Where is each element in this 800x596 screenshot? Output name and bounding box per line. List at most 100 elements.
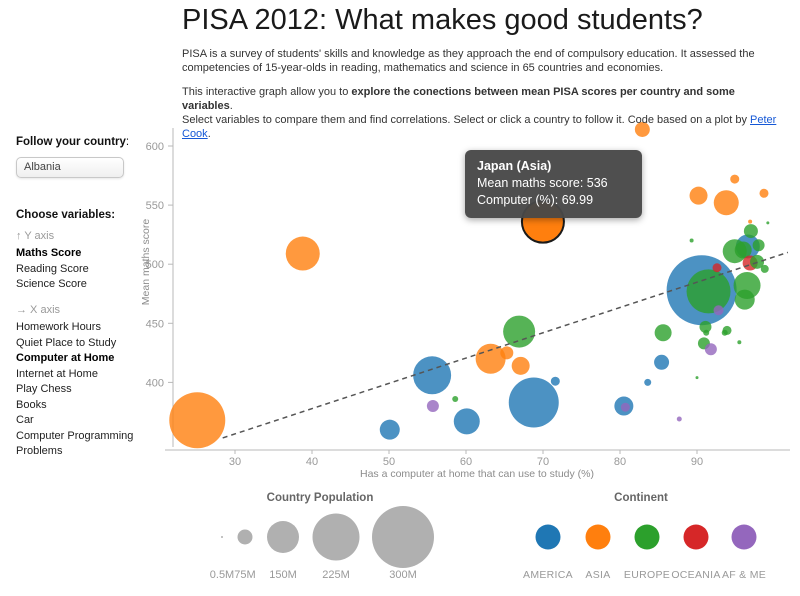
bubble-asia[interactable]: [759, 188, 769, 198]
y-axis-options: Maths Score Reading Score Science Score: [16, 247, 136, 290]
bubble-oceania[interactable]: [712, 263, 722, 273]
bubble-asia[interactable]: [689, 186, 708, 205]
bubble-europe[interactable]: [689, 238, 694, 243]
population-legend-title: Country Population: [267, 492, 374, 504]
bubble-europe[interactable]: [766, 221, 770, 225]
bubble-europe[interactable]: [503, 315, 536, 348]
bubble-asia[interactable]: [169, 392, 226, 449]
bubble-europe[interactable]: [734, 289, 755, 310]
bubble-europe[interactable]: [703, 329, 710, 336]
follow-country-label: Follow your country:: [16, 136, 130, 148]
y-tick-label: 500: [146, 259, 164, 271]
bubble-asia[interactable]: [285, 236, 320, 271]
variable-option-homework-hours[interactable]: Homework Hours: [16, 321, 101, 333]
population-legend-label: 0.5M: [210, 569, 234, 581]
y-axis-title: Mean maths score: [140, 219, 152, 306]
bubble-afme[interactable]: [713, 305, 724, 316]
country-select-value: Albania: [24, 161, 61, 173]
variable-option-computer-programming[interactable]: Computer Programming: [16, 429, 134, 442]
variable-option-quiet-place-to-study[interactable]: Quiet Place to Study: [16, 336, 117, 349]
description-bold-text: explore the conections between mean PISA…: [182, 86, 735, 112]
peter-cook-link[interactable]: Peter Cook: [182, 114, 777, 140]
bubble-afme[interactable]: [620, 402, 630, 412]
bubble-europe[interactable]: [743, 224, 758, 239]
bubble-asia[interactable]: [748, 219, 753, 224]
bubble-europe[interactable]: [721, 329, 728, 336]
x-tick-label: 50: [383, 456, 395, 468]
bubble-europe[interactable]: [760, 264, 769, 273]
y-tick-label: 600: [146, 141, 164, 153]
bubble-asia[interactable]: [730, 174, 740, 184]
sidebar: Follow your country: Albania Choose vari…: [16, 136, 136, 461]
variable-option-internet-at-home[interactable]: Internet at Home: [16, 367, 98, 380]
bubble-america[interactable]: [413, 356, 452, 395]
bubble-america[interactable]: [644, 378, 652, 386]
variable-option-science-score[interactable]: Science Score: [16, 278, 87, 290]
bubble-europe[interactable]: [699, 320, 712, 333]
bubble-europe[interactable]: [654, 324, 672, 342]
bubble-america[interactable]: [550, 376, 560, 386]
y-tick-label: 550: [146, 200, 164, 212]
description-paragraph: This interactive graph allow you to expl…: [182, 86, 777, 140]
tooltip-variable-line: Computer (%): 69.99: [477, 193, 594, 207]
variable-option-play-chess[interactable]: Play Chess: [16, 383, 72, 395]
country-select[interactable]: Albania: [16, 157, 124, 178]
x-tick-label: 90: [691, 456, 703, 468]
variable-option-books[interactable]: Books: [16, 398, 47, 411]
x-tick-label: 30: [229, 456, 241, 468]
population-legend-circle-300M: [372, 506, 434, 568]
bubble-europe[interactable]: [695, 376, 699, 380]
bubble-asia[interactable]: [511, 356, 530, 375]
bubble-asia[interactable]: [500, 346, 514, 360]
bubble-europe[interactable]: [686, 269, 731, 314]
continent-legend-circle-oceania[interactable]: [683, 524, 709, 550]
choose-variables-label: Choose variables:: [16, 209, 116, 221]
population-legend-circle-0.5M: [221, 536, 223, 538]
bubble-asia[interactable]: [713, 190, 739, 216]
y-tick-label: 450: [146, 318, 164, 330]
variable-option-maths-score[interactable]: Maths Score: [16, 247, 82, 259]
variable-option-problems[interactable]: Problems: [16, 445, 63, 457]
tooltip-score-line: Mean maths score: 536: [477, 176, 608, 190]
y-axis-section-label: ↑ Y axis: [16, 230, 55, 242]
bubble-america[interactable]: [508, 377, 559, 428]
continent-legend-circle-europe[interactable]: [634, 524, 660, 550]
trend-line: [222, 251, 789, 439]
population-legend-label: 150M: [269, 569, 297, 581]
bubble-asia[interactable]: [634, 121, 650, 137]
bubble-america[interactable]: [654, 354, 670, 370]
intro-paragraph: PISA is a survey of students' skills and…: [182, 48, 755, 74]
tooltip: Japan (Asia) Mean maths score: 536 Compu…: [465, 150, 642, 218]
continent-legend-circle-afme[interactable]: [731, 524, 757, 550]
population-legend-circle-75M: [237, 529, 253, 545]
bubble-asia[interactable]: [475, 343, 506, 374]
bubble-america[interactable]: [453, 408, 480, 435]
variable-option-reading-score[interactable]: Reading Score: [16, 262, 89, 275]
continent-legend-label: OCEANIA: [671, 569, 720, 581]
page-title: PISA 2012: What makes good students?: [182, 4, 703, 36]
continent-legend-circle-america[interactable]: [535, 524, 561, 550]
continent-legend-label: EUROPE: [624, 569, 670, 581]
bubble-europe[interactable]: [752, 239, 765, 252]
x-tick-label: 40: [306, 456, 318, 468]
bubble-europe[interactable]: [737, 340, 742, 345]
population-legend-circle-150M: [267, 521, 299, 553]
bubble-europe[interactable]: [734, 241, 752, 259]
bubble-europe[interactable]: [452, 395, 459, 402]
header: PISA 2012: What makes good students? PIS…: [182, 4, 794, 151]
continent-legend-circle-asia[interactable]: [585, 524, 611, 550]
variable-option-car[interactable]: Car: [16, 414, 34, 426]
continent-legend-label: ASIA: [585, 569, 610, 581]
continent-legend-title: Continent: [614, 492, 668, 504]
x-axis-section-label: → X axis: [16, 304, 61, 316]
bubble-america[interactable]: [379, 419, 400, 440]
bubble-afme[interactable]: [676, 416, 682, 422]
x-axis-options: Homework Hours Quiet Place to Study Comput…: [16, 321, 136, 457]
bubble-afme[interactable]: [704, 343, 717, 356]
bubble-afme[interactable]: [426, 400, 439, 413]
x-axis-title: Has a computer at home that can use to s…: [360, 468, 594, 480]
variable-option-computer-at-home[interactable]: Computer at Home: [16, 352, 115, 364]
continent-legend-label: AMERICA: [523, 569, 573, 581]
